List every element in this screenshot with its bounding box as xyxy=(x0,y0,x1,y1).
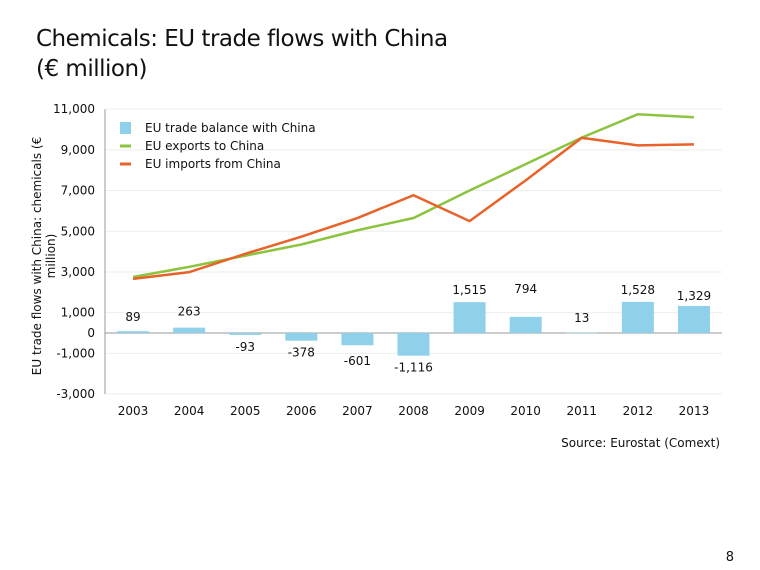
y-tick-label: 7,000 xyxy=(61,184,95,198)
x-tick-label: 2011 xyxy=(566,404,597,418)
bar-data-label: 89 xyxy=(125,310,140,324)
bar-trade-balance xyxy=(677,305,710,333)
y-tick-label: 5,000 xyxy=(61,224,95,238)
y-tick-label: 0 xyxy=(87,326,95,340)
bar-data-label: 1,515 xyxy=(452,283,486,297)
y-tick-label: 11,000 xyxy=(53,102,95,116)
bar-trade-balance xyxy=(397,333,430,356)
bar-data-label: -601 xyxy=(344,354,371,368)
x-tick-label: 2009 xyxy=(454,404,485,418)
bar-data-label: 263 xyxy=(178,305,201,319)
bar-trade-balance xyxy=(117,331,150,333)
bar-data-label: -378 xyxy=(288,346,315,360)
y-tick-label: -3,000 xyxy=(56,387,95,401)
y-tick-label: -1,000 xyxy=(56,346,95,360)
bar-data-label: 1,329 xyxy=(677,289,711,303)
bar-trade-balance xyxy=(509,316,542,333)
chart-title: Chemicals: EU trade flows with China (€ m… xyxy=(36,24,448,84)
x-tick-label: 2008 xyxy=(398,404,429,418)
bar-trade-balance xyxy=(173,327,206,333)
y-tick-label: 9,000 xyxy=(61,143,95,157)
x-tick-label: 2012 xyxy=(623,404,654,418)
legend-swatch xyxy=(120,122,131,134)
title-line-2: (€ million) xyxy=(36,56,148,82)
title-line-1: Chemicals: EU trade flows with China xyxy=(36,26,448,52)
legend-label: EU trade balance with China xyxy=(145,121,316,135)
x-tick-label: 2013 xyxy=(679,404,710,418)
page-number: 8 xyxy=(725,550,734,565)
bar-trade-balance xyxy=(285,333,318,341)
bar-data-label: 13 xyxy=(574,311,589,325)
bar-trade-balance xyxy=(453,302,486,333)
line-eu-imports-from-china xyxy=(132,136,694,281)
legend-label: EU imports from China xyxy=(145,157,281,171)
x-tick-label: 2005 xyxy=(230,404,261,418)
bar-trade-balance xyxy=(229,333,262,335)
x-tick-label: 2007 xyxy=(342,404,373,418)
bar-data-label: 1,528 xyxy=(621,283,655,297)
x-tick-label: 2006 xyxy=(286,404,317,418)
bar-data-label: -1,116 xyxy=(394,361,433,375)
bar-trade-balance xyxy=(341,333,374,346)
legend-label: EU exports to China xyxy=(145,139,264,153)
x-tick-label: 2003 xyxy=(118,404,149,418)
x-tick-label: 2004 xyxy=(174,404,205,418)
bar-data-label: 794 xyxy=(514,282,537,296)
source-note: Source: Eurostat (Comext) xyxy=(561,436,720,450)
bar-data-label: -93 xyxy=(235,340,255,354)
bar-trade-balance xyxy=(621,301,654,333)
bar-trade-balance xyxy=(565,332,598,334)
y-tick-label: 1,000 xyxy=(61,306,95,320)
y-tick-label: 3,000 xyxy=(61,265,95,279)
x-tick-label: 2010 xyxy=(510,404,541,418)
